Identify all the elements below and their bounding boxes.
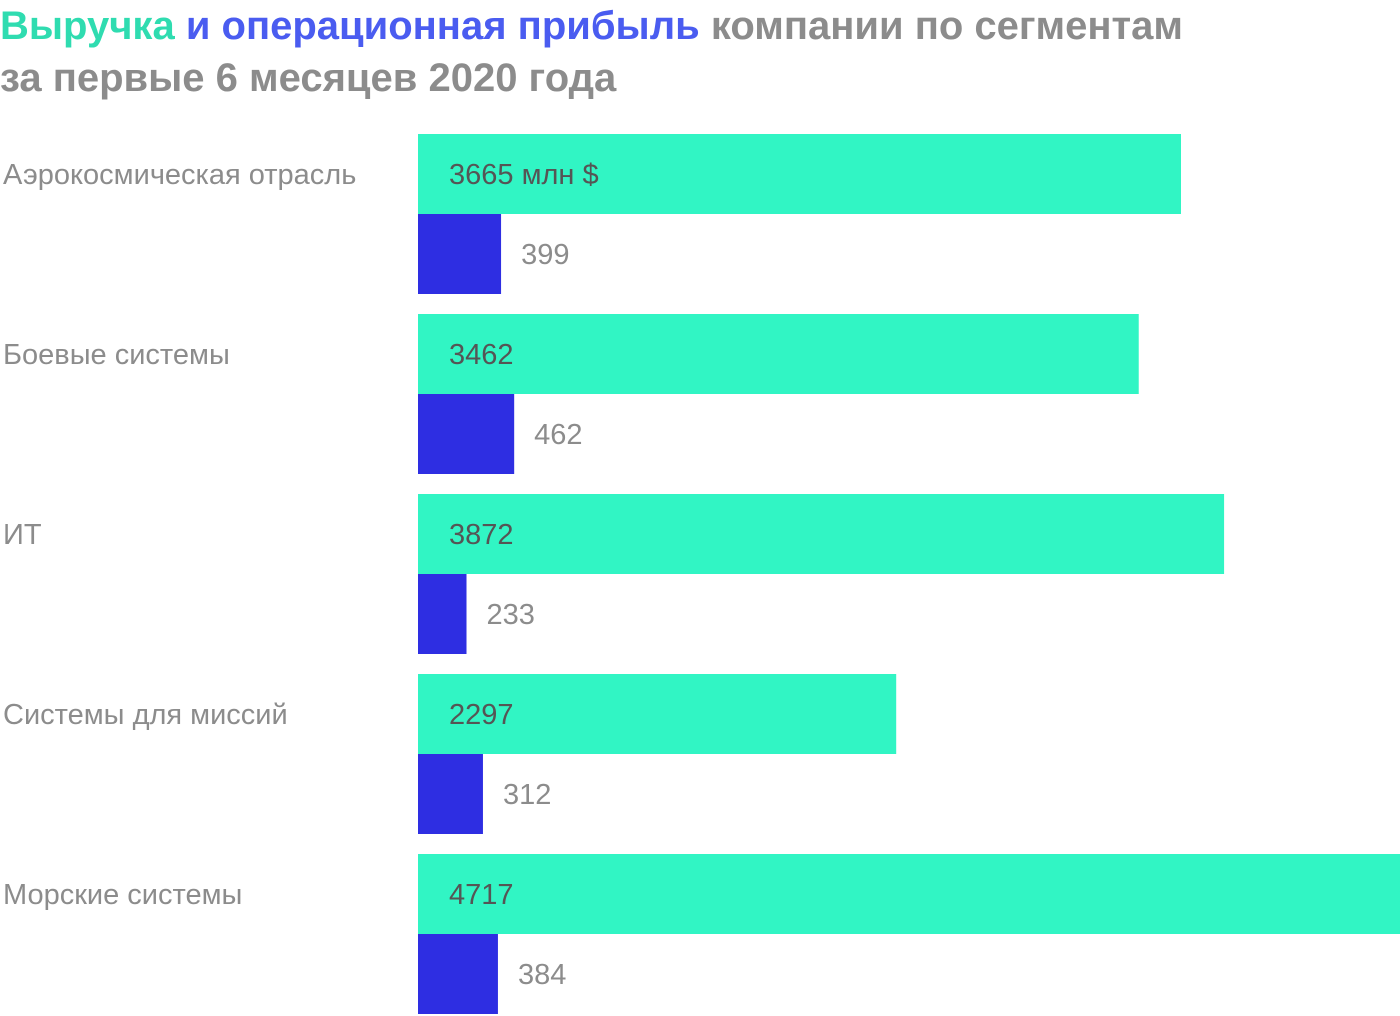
revenue-value-label: 3872	[449, 519, 514, 551]
revenue-bar	[418, 314, 1139, 394]
category-label: Системы для миссий	[3, 699, 288, 731]
operating-profit-value-label: 312	[503, 779, 551, 811]
operating-profit-value-label: 384	[518, 959, 566, 991]
chart-title: Выручка и операционная прибыль компании …	[0, 0, 1400, 104]
operating-profit-bar	[418, 394, 515, 474]
revenue-bar	[418, 854, 1400, 934]
revenue-bar	[418, 494, 1225, 574]
title-operating-profit-word: и операционная прибыль	[185, 4, 700, 48]
operating-profit-bar	[418, 934, 498, 1014]
category-label: Боевые системы	[3, 339, 230, 371]
title-rest-line1: компании по сегментам	[710, 4, 1183, 48]
operating-profit-value-label: 399	[521, 239, 569, 271]
category-label: Морские системы	[3, 879, 242, 911]
operating-profit-bar	[418, 574, 467, 654]
revenue-value-label: 2297	[449, 699, 514, 731]
title-line2: за первые 6 месяцев 2020 года	[0, 56, 617, 100]
operating-profit-value-label: 462	[534, 419, 582, 451]
revenue-value-label: 4717	[449, 879, 514, 911]
category-label: ИТ	[3, 519, 42, 551]
operating-profit-bar	[418, 214, 502, 294]
category-label: Аэрокосмическая отрасль	[3, 159, 356, 191]
revenue-value-label: 3462	[449, 339, 514, 371]
revenue-value-label: 3665 млн $	[449, 159, 599, 191]
title-revenue-word: Выручка	[0, 4, 175, 48]
operating-profit-value-label: 233	[487, 599, 535, 631]
revenue-bar	[418, 134, 1181, 214]
operating-profit-bar	[418, 754, 483, 834]
revenue-bar	[418, 674, 897, 754]
